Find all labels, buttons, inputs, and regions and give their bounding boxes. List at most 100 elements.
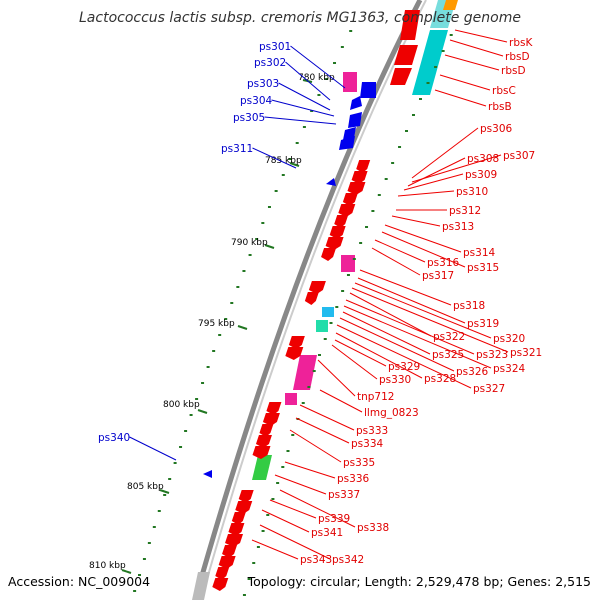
connector-right-25	[336, 324, 472, 389]
forward-gene-21	[228, 523, 245, 536]
gene-label-rbsB[interactable]: rbsB	[488, 101, 512, 113]
tick-dot-right-11	[371, 210, 375, 212]
gene-label-ps339[interactable]: ps339	[318, 513, 350, 525]
gene-label-ps328[interactable]: ps328	[424, 373, 456, 385]
gene-label-ps301[interactable]: ps301	[259, 41, 291, 53]
tick-label-800: 800 kbp	[163, 400, 200, 410]
tick-dot-right-35	[242, 594, 246, 596]
gene-label-ps303[interactable]: ps303	[247, 78, 279, 90]
gene-label-ps326[interactable]: ps326	[456, 366, 488, 378]
gene-label-ps302[interactable]: ps302	[254, 57, 286, 69]
gene-label-ps343[interactable]: ps343	[300, 554, 332, 566]
gene-label-ps308[interactable]: ps308	[467, 153, 499, 165]
tick-dot-left-3	[325, 78, 329, 80]
gene-label-ps310[interactable]: ps310	[456, 186, 488, 198]
tick-dot-left-13	[255, 238, 259, 240]
gene-label-rbsD[interactable]: rbsD	[501, 65, 526, 77]
gene-label-ps320[interactable]: ps320	[493, 333, 525, 345]
gene-label-ps341[interactable]: ps341	[311, 527, 343, 539]
gene-label-ps319[interactable]: ps319	[467, 318, 499, 330]
gene-label-ps312[interactable]: ps312	[449, 205, 481, 217]
gene-label-ps311[interactable]: ps311	[221, 143, 253, 155]
gene-label-ps315[interactable]: ps315	[467, 262, 499, 274]
gene-label-rbsK[interactable]: rbsK	[509, 37, 533, 49]
tick-dot-right-17	[335, 306, 339, 308]
gene-label-ps316[interactable]: ps316	[427, 257, 459, 269]
gene-label-llmg_0823[interactable]: llmg_0823	[364, 407, 419, 419]
connector-right-35	[274, 474, 327, 495]
gene-label-ps342[interactable]: ps342	[332, 554, 364, 566]
gene-label-ps336[interactable]: ps336	[337, 473, 369, 485]
pseudo-block-2	[341, 255, 355, 272]
gene-labels-right: rbsK rbsD rbsD rbsC rbsB ps306 ps307 ps308 ps309…	[300, 37, 542, 566]
tick-dot-right-15	[346, 274, 350, 276]
gene-label-ps309[interactable]: ps309	[465, 169, 497, 181]
gene-label-ps306[interactable]: ps306	[480, 123, 512, 135]
tick-dot-right-30	[266, 514, 270, 516]
tick-dot-right-12	[365, 226, 369, 228]
tick-dot-right-2	[434, 66, 438, 68]
connector-right-22	[343, 305, 492, 369]
tick-dot-right-13	[359, 242, 363, 244]
connector-right-16	[359, 269, 452, 306]
gene-label-ps314[interactable]: ps314	[463, 247, 495, 259]
gene-label-ps321[interactable]: ps321	[510, 347, 542, 359]
map-title: Lactococcus lactis subsp. cremoris MG136…	[79, 10, 521, 26]
tick-dot-left-27	[173, 462, 177, 464]
gene-ps302	[350, 96, 362, 110]
connector-right-8	[403, 173, 464, 191]
tick-dot-right-27	[281, 466, 285, 468]
connector-left-0	[290, 45, 346, 89]
connector-right-33	[289, 429, 342, 463]
gene-label-ps337[interactable]: ps337	[328, 489, 360, 501]
tick-dot-right-4	[419, 98, 423, 100]
tick-label-785: 785 kbp	[265, 156, 302, 166]
gene-label-ps307[interactable]: ps307	[503, 150, 535, 162]
gene-label-ps313[interactable]: ps313	[442, 221, 474, 233]
gene-label-ps327[interactable]: ps327	[473, 383, 505, 395]
gene-label-ps318[interactable]: ps318	[453, 300, 485, 312]
connector-right-27	[334, 339, 387, 367]
gene-label-ps304[interactable]: ps304	[240, 95, 272, 107]
connector-right-3	[439, 74, 491, 91]
gene-label-rbsC[interactable]: rbsC	[492, 85, 516, 97]
gene-label-ps325[interactable]: ps325	[432, 349, 464, 361]
gene-label-tnp712[interactable]: tnp712	[357, 391, 394, 403]
connector-right-26	[335, 332, 423, 379]
connector-right-36	[279, 489, 356, 528]
gene-label-rbsD[interactable]: rbsD	[505, 51, 530, 63]
tick-dot-right-14	[352, 258, 356, 260]
gene-label-ps338[interactable]: ps338	[357, 522, 389, 534]
connector-right-13	[381, 231, 466, 268]
tick-dot-left-4	[317, 94, 321, 96]
connector-right-19	[351, 287, 509, 353]
connectors-right	[251, 29, 509, 560]
forward-gene-15	[259, 424, 274, 437]
forward-gene-7	[325, 237, 344, 250]
tick-dot-left-1	[340, 46, 344, 48]
tick-dot-left-35	[133, 590, 137, 592]
tick-dot-right-19	[323, 338, 327, 340]
connector-right-2	[444, 54, 500, 71]
tick-dot-right-7	[398, 146, 402, 148]
tick-dot-left-14	[248, 254, 252, 256]
gene-label-ps329[interactable]: ps329	[388, 361, 420, 373]
forward-gene-0	[356, 160, 371, 173]
tick-dot-right-23	[301, 402, 305, 404]
forward-gene-24	[218, 556, 236, 569]
tick-dots-left	[133, 30, 353, 592]
forward-gene-13	[266, 402, 282, 415]
gene-label-ps305[interactable]: ps305	[233, 112, 265, 124]
gene-label-ps322[interactable]: ps322	[433, 331, 465, 343]
gene-label-ps335[interactable]: ps335	[343, 457, 375, 469]
connector-right-12	[384, 224, 462, 253]
tick-dot-left-10	[274, 190, 278, 192]
gene-label-ps317[interactable]: ps317	[422, 270, 454, 282]
gene-label-ps324[interactable]: ps324	[493, 363, 525, 375]
gene-label-ps323[interactable]: ps323	[476, 349, 508, 361]
gene-label-ps333[interactable]: ps333	[356, 425, 388, 437]
tick-dot-right-34	[247, 578, 251, 580]
gene-label-ps330[interactable]: ps330	[379, 374, 411, 386]
gene-label-ps334[interactable]: ps334	[351, 438, 383, 450]
gene-label-ps340[interactable]: ps340	[98, 432, 130, 444]
